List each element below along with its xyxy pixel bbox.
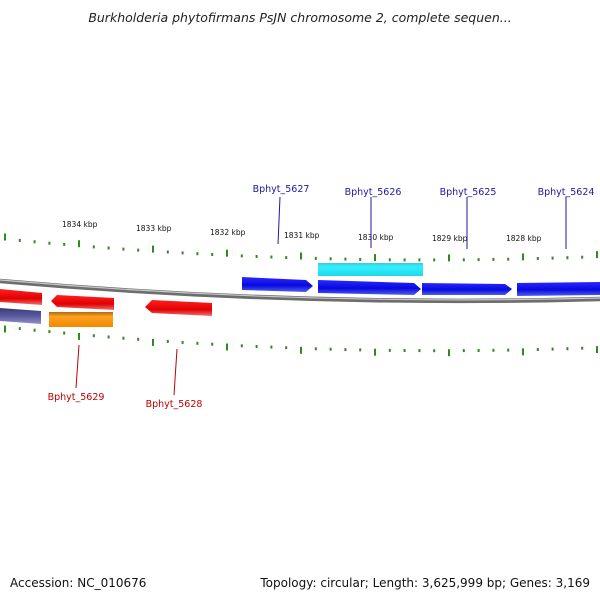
gene-bphyt-5626[interactable] <box>318 280 421 295</box>
genome-backbone <box>0 278 600 304</box>
scale-label-1834: 1834 kbp <box>62 220 98 229</box>
scale-ticks-inner <box>4 325 598 357</box>
gene-label-5624[interactable]: Bphyt_5624 <box>538 187 595 198</box>
gene-label-5629[interactable]: Bphyt_5629 <box>48 392 105 403</box>
gene-red-partial[interactable] <box>0 289 42 305</box>
scale-label-1829: 1829 kbp <box>432 234 468 243</box>
feature-slate[interactable] <box>0 308 41 324</box>
map-title: Burkholderia phytofirmans PsJN chromosom… <box>88 10 512 25</box>
gene-bphyt-5625[interactable] <box>422 283 512 295</box>
accession-text: Accession: NC_010676 <box>10 576 147 590</box>
leader-line-5627 <box>277 196 281 245</box>
topology-text: Topology: circular; Length: 3,625,999 bp… <box>260 576 590 590</box>
gene-bphyt-5628[interactable] <box>145 300 212 316</box>
feature-orange[interactable] <box>49 312 113 327</box>
leader-line-5629 <box>75 344 80 389</box>
gene-label-5627[interactable]: Bphyt_5627 <box>253 184 310 195</box>
gene-bphyt-5624[interactable] <box>517 282 600 296</box>
leader-line-5628 <box>173 348 178 396</box>
scale-label-1832: 1832 kbp <box>210 228 246 237</box>
gene-bphyt-5629[interactable] <box>51 295 114 310</box>
scale-label-1830: 1830 kbp <box>358 233 394 242</box>
gene-label-5628[interactable]: Bphyt_5628 <box>146 399 203 410</box>
scale-ticks-outer <box>4 233 598 262</box>
feature-cyan[interactable] <box>318 263 423 276</box>
gene-label-5625[interactable]: Bphyt_5625 <box>440 187 497 198</box>
gene-bphyt-5627[interactable] <box>242 277 313 292</box>
scale-label-1831: 1831 kbp <box>284 231 320 240</box>
scale-label-1833: 1833 kbp <box>136 224 172 233</box>
gene-label-5626[interactable]: Bphyt_5626 <box>345 187 402 198</box>
scale-label-1828: 1828 kbp <box>506 234 542 243</box>
